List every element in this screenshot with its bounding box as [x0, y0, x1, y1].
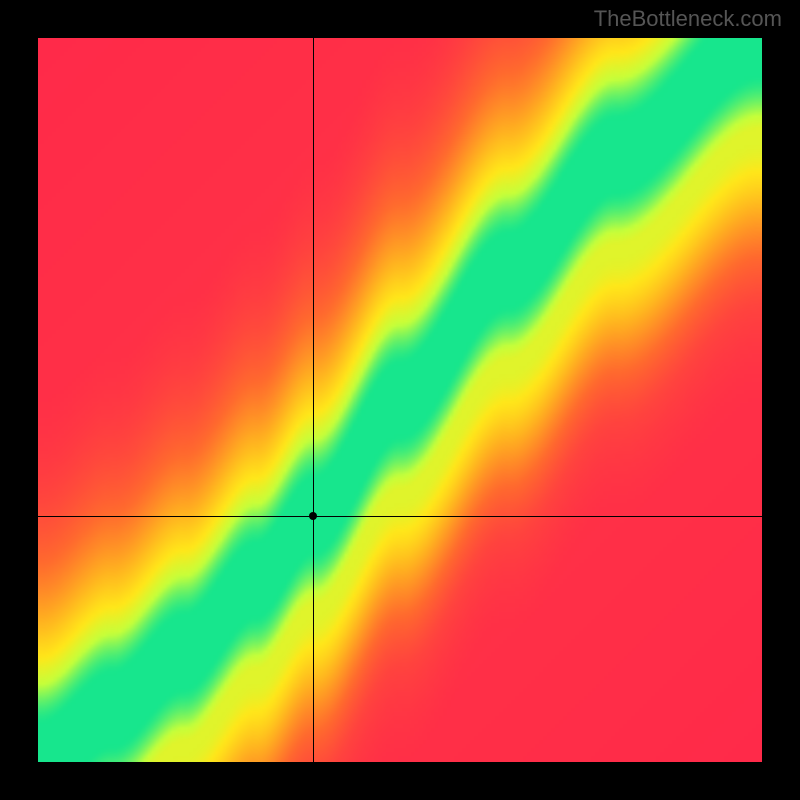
- crosshair-horizontal: [38, 516, 762, 517]
- crosshair-vertical: [313, 38, 314, 762]
- heatmap-canvas: [38, 38, 762, 762]
- heatmap-plot: [38, 38, 762, 762]
- watermark-text: TheBottleneck.com: [594, 6, 782, 32]
- crosshair-marker: [309, 512, 317, 520]
